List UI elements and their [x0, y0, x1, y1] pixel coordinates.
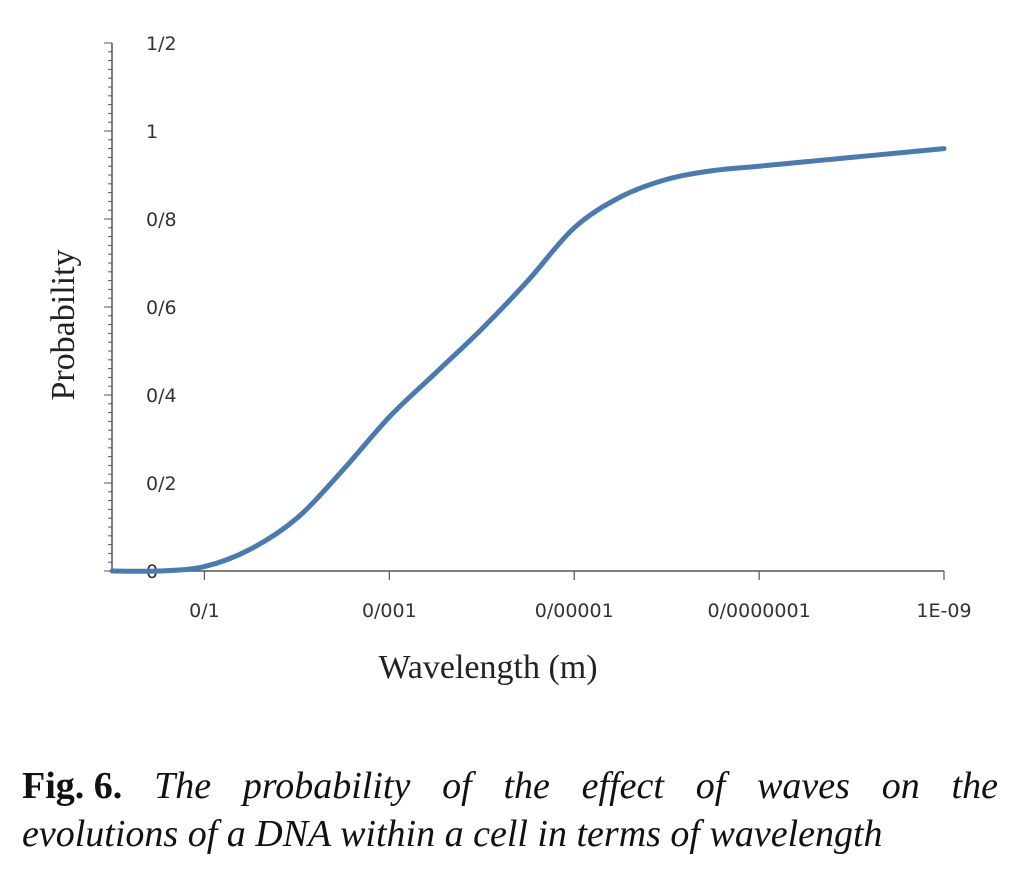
- caption-word: the: [503, 765, 550, 807]
- caption-word: waves: [757, 765, 850, 807]
- y-tick-label: 0/6: [146, 297, 177, 319]
- caption-word: The: [154, 765, 212, 807]
- y-axis-title: Probability: [45, 249, 82, 400]
- x-tick-label: 0/001: [362, 600, 417, 622]
- series-line: [109, 146, 947, 574]
- y-tick-label: 0/2: [146, 473, 177, 495]
- x-tick-label: 1E-09: [916, 600, 971, 622]
- x-tick-label: 0/1: [189, 600, 220, 622]
- chart-series: [109, 146, 947, 574]
- caption-word: probability: [242, 765, 411, 807]
- caption-word: of: [695, 765, 726, 807]
- x-tick-label: 0/00001: [535, 600, 614, 622]
- chart-axes: [111, 43, 944, 572]
- figure-caption: Fig. 6. The probability of the effect of…: [22, 762, 998, 858]
- caption-word: the: [951, 765, 998, 807]
- y-tick-label: 1: [146, 121, 158, 143]
- caption-word: on: [881, 765, 920, 807]
- x-axis-ticks: 0/1 0/001 0/00001 0/0000001 1E-09: [189, 571, 972, 622]
- caption-line-1: Fig. 6. The probability of the effect of…: [22, 762, 998, 810]
- figure-number: Fig. 6.: [22, 765, 123, 807]
- caption-line-2: evolutions of a DNA within a cell in ter…: [22, 813, 883, 855]
- caption-word: of: [442, 765, 472, 807]
- x-tick-label: 0/0000001: [708, 600, 811, 622]
- y-tick-label: 1/2: [146, 33, 177, 55]
- y-tick-label: 0/4: [146, 385, 177, 407]
- y-tick-label: 0/8: [146, 209, 177, 231]
- y-axis-ticks: 00/20/40/60/811/2: [104, 33, 177, 583]
- x-axis-title: Wavelength (m): [378, 649, 597, 686]
- caption-word: effect: [581, 765, 664, 807]
- line-chart: 00/20/40/60/811/2 0/1 0/001 0/00001 0/00000…: [45, 33, 972, 686]
